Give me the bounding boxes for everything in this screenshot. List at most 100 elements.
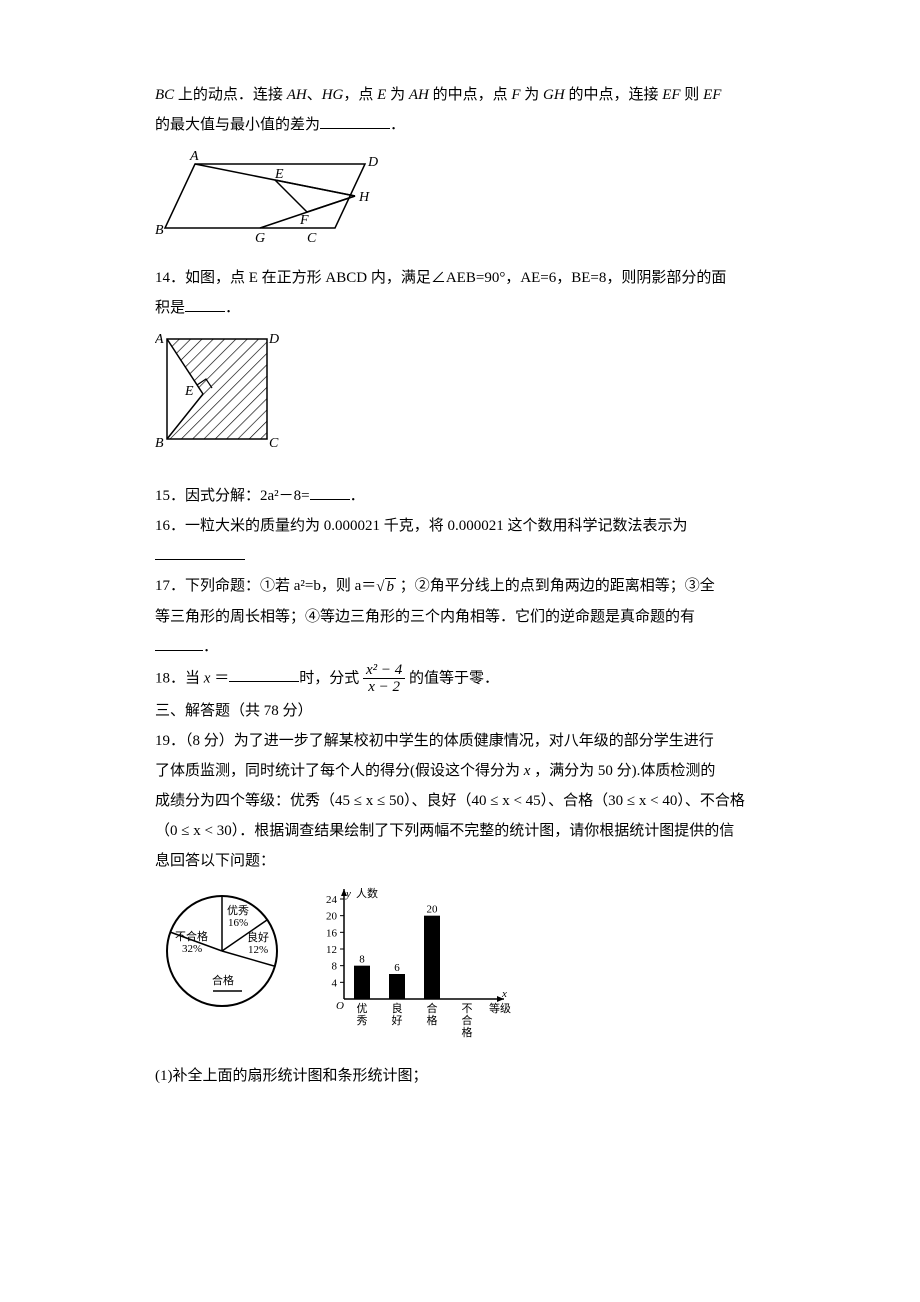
svg-text:6: 6 — [394, 962, 400, 974]
text: 、 — [307, 87, 322, 103]
text: 时，分式 — [299, 670, 363, 686]
q16: 16．一粒大米的质量约为 0.000021 千克，将 0.000021 这个数用… — [155, 511, 765, 571]
pie-label-good: 良好 — [247, 930, 269, 944]
text-gh: GH — [543, 87, 565, 103]
svg-text:20: 20 — [427, 903, 439, 915]
pie-chart: 优秀 16% 良好 12% 合格 不合格 32% — [155, 884, 290, 1019]
qnum: 16． — [155, 518, 185, 534]
ytitle: 人数 — [356, 887, 378, 900]
q13-figure: A B C D E F G H — [155, 146, 765, 257]
text: 积是 — [155, 300, 185, 316]
sqrt-radicand: b — [385, 578, 397, 595]
text: 成绩分为四个等级：优秀（45 ≤ x ≤ 50）、良好（40 ≤ x < 45）… — [155, 793, 745, 809]
text: ，满分为 50 分).体质检测的 — [530, 763, 715, 779]
pie-label-excellent: 优秀 — [227, 904, 249, 917]
text: 为 — [521, 87, 544, 103]
text: 了体质监测，同时统计了每个人的得分(假设这个得分为 — [155, 763, 524, 779]
svg-text:合: 合 — [427, 1001, 438, 1015]
blank — [310, 485, 350, 500]
text: 下列命题：①若 a²=b，则 a＝ — [185, 578, 376, 594]
text-ah: AH — [287, 87, 307, 103]
label-a: A — [155, 332, 164, 347]
text: 等三角形的周长相等；④等边三角形的三个内角相等．它们的逆命题是真命题的有 — [155, 609, 695, 625]
yvar: y — [345, 888, 351, 900]
text-e: E — [377, 87, 386, 103]
q14-figure: A B C D E — [155, 329, 765, 475]
text: 一粒大米的质量约为 0.000021 千克，将 0.000021 这个数用科学记… — [185, 518, 688, 534]
blank — [155, 545, 245, 560]
bar-categories: 优秀良好合格不合格 — [357, 1001, 473, 1039]
label-c: C — [269, 436, 279, 451]
svg-text:4: 4 — [332, 977, 338, 989]
blank — [155, 636, 203, 651]
label-a: A — [189, 149, 199, 164]
bar-yticks: 4812162024 — [326, 894, 344, 989]
svg-text:合: 合 — [462, 1013, 473, 1027]
pie-pct-excellent: 16% — [228, 917, 248, 929]
svg-text:12: 12 — [326, 944, 337, 956]
text: 的值等于零． — [405, 670, 499, 686]
period: ． — [350, 488, 365, 504]
label-d: D — [268, 332, 279, 347]
text-ah2: AH — [409, 87, 429, 103]
origin-label: O — [336, 1000, 344, 1012]
period: ． — [390, 117, 405, 133]
text: 当 — [185, 670, 204, 686]
period: ． — [225, 300, 240, 316]
qnum: 18． — [155, 670, 185, 686]
blank — [185, 297, 225, 312]
text-ef: EF — [662, 87, 680, 103]
square-icon — [167, 339, 267, 439]
qnum: 14． — [155, 270, 185, 286]
text-hg: HG — [322, 87, 344, 103]
svg-text:20: 20 — [326, 910, 338, 922]
text: 的最大值与最小值的差为 — [155, 117, 320, 133]
label-f: F — [299, 213, 309, 228]
pie-pct-fail: 32% — [182, 943, 202, 955]
sqrt-icon: √b — [376, 572, 396, 602]
period: ． — [203, 639, 218, 655]
text: 息回答以下问题： — [155, 853, 275, 869]
qnum: 17． — [155, 578, 185, 594]
text: 如图，点 E 在正方形 ABCD 内，满足∠AEB=90°，AE=6，BE=8，… — [185, 270, 726, 286]
text: ；②角平分线上的点到角两边的距离相等；③全 — [396, 578, 715, 594]
bar-chart: 4812162024 8620 优秀良好合格不合格 O y 人数 x 等级 — [314, 884, 514, 1049]
text: 为了进一步了解某校初中学生的体质健康情况，对八年级的部分学生进行 — [234, 733, 714, 749]
pie-label-fail: 不合格 — [175, 929, 208, 943]
text: 上的动点．连接 — [174, 87, 287, 103]
svg-text:16: 16 — [326, 927, 338, 939]
svg-text:8: 8 — [359, 953, 365, 965]
label-e: E — [274, 167, 284, 182]
q14: 14．如图，点 E 在正方形 ABCD 内，满足∠AEB=90°，AE=6，BE… — [155, 263, 765, 323]
label-b: B — [155, 223, 164, 238]
text-bc: BC — [155, 87, 174, 103]
q19-charts: 优秀 16% 良好 12% 合格 不合格 32% 4812162024 8620… — [155, 884, 765, 1049]
label-b: B — [155, 436, 164, 451]
pie-pct-good: 12% — [248, 944, 268, 956]
label-g: G — [255, 231, 265, 246]
q19-sub1: (1)补全上面的扇形统计图和条形统计图； — [155, 1061, 765, 1091]
svg-text:优: 优 — [357, 1002, 368, 1015]
svg-text:好: 好 — [392, 1013, 403, 1027]
text: ，点 — [343, 87, 377, 103]
label-c: C — [307, 231, 317, 246]
bar-bars: 8 6 20 — [354, 903, 440, 998]
svg-text:良: 良 — [392, 1001, 403, 1015]
parallelogram-icon — [165, 164, 365, 228]
text: ＝ — [210, 670, 229, 686]
q18: 18．当 x ＝时，分式 x² − 4x − 2 的值等于零． — [155, 662, 765, 696]
text: （0 ≤ x < 30）．根据调查结果绘制了下列两幅不完整的统计图，请你根据统计… — [155, 823, 734, 839]
label-e: E — [184, 384, 194, 399]
text: 因式分解：2a²－8= — [185, 488, 310, 504]
blank — [229, 667, 299, 682]
text: 的中点，连接 — [565, 87, 663, 103]
svg-text:格: 格 — [427, 1013, 438, 1027]
label-h: H — [358, 190, 370, 205]
q13: BC 上的动点．连接 AH、HG，点 E 为 AH 的中点，点 F 为 GH 的… — [155, 80, 765, 140]
fraction-den: x − 2 — [363, 679, 405, 696]
svg-text:秀: 秀 — [357, 1014, 368, 1027]
xtitle: 等级 — [489, 1001, 511, 1015]
text-ef2: EF — [703, 87, 721, 103]
xvar: x — [501, 988, 507, 1000]
qnum: 15． — [155, 488, 185, 504]
